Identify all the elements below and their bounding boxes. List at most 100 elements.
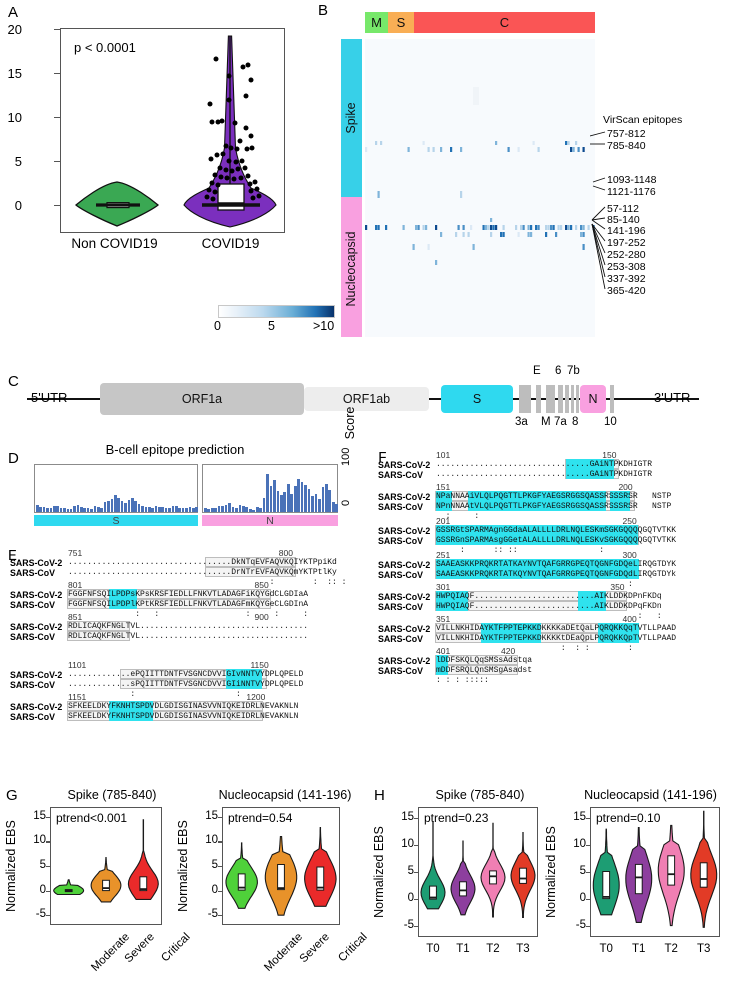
alignment-sequence: SFKEELDKYFKNHTSPDVDLGDISGINASVVNIQKEIDRL… bbox=[68, 712, 299, 721]
heatmap-cell bbox=[415, 225, 418, 230]
alignment-species-name: SARS-CoV bbox=[378, 570, 423, 580]
alignment-highlight bbox=[504, 569, 534, 579]
heatmap-cell bbox=[435, 225, 438, 230]
panel-d-bar bbox=[318, 499, 321, 512]
alignment-residue-box bbox=[67, 621, 130, 631]
violin-plot-tickmark bbox=[46, 915, 50, 917]
alignment-highlight bbox=[610, 501, 631, 511]
panel-d-bar bbox=[321, 487, 325, 512]
panel-d-bar bbox=[76, 505, 80, 512]
heatmap-cell bbox=[532, 141, 535, 145]
panel-d-bar bbox=[158, 506, 161, 512]
violin-plot-tickmark bbox=[586, 844, 590, 847]
panel-d-title: B-cell epitope prediction bbox=[105, 442, 245, 457]
heatmap-cell bbox=[567, 141, 570, 145]
epitope-label-141-196: 141-196 bbox=[607, 225, 646, 237]
heatmap-cell bbox=[432, 147, 435, 152]
epitope-label-252-280: 252-280 bbox=[607, 249, 646, 261]
panel-d-bar bbox=[114, 494, 117, 512]
panel-d-bar bbox=[324, 484, 328, 512]
orf-8-block bbox=[576, 385, 579, 413]
alignment-species-name: SARS-CoV-2 bbox=[10, 670, 63, 680]
panel-d-bar bbox=[188, 507, 192, 512]
row-group-nucleocapsid bbox=[341, 197, 362, 337]
alignment-highlight bbox=[108, 589, 137, 599]
heatmap-cell bbox=[587, 225, 590, 230]
violin-plot-ytick: -5 bbox=[207, 908, 218, 921]
alignment-start-index: 301 bbox=[436, 582, 451, 592]
alignment-residue-box bbox=[435, 601, 628, 611]
violin-plot-xtick: T2 bbox=[486, 943, 500, 955]
panel-d-bar bbox=[80, 506, 83, 512]
alignment-sequence: NPnNNAAtVLQLPQGTTLPKGFYAEGSRGGSQASSRSSSR… bbox=[436, 502, 672, 511]
alignment-sequence: HWPQIAQF.........................AIKLDDK… bbox=[436, 592, 662, 601]
alignment-highlight bbox=[504, 525, 570, 535]
violin-shapes bbox=[53, 819, 159, 903]
heatmap-cell bbox=[517, 147, 520, 152]
alignment-species-name: SARS-CoV bbox=[10, 680, 55, 690]
alignment-residue-box bbox=[205, 567, 296, 577]
heatmap-cell bbox=[412, 244, 415, 250]
alignment-residue-box bbox=[435, 655, 518, 665]
alignment-conservation: : : bbox=[68, 690, 241, 699]
panel-h: H Spike (785-840) Nucleocapsid (141-196)… bbox=[370, 785, 739, 996]
alignment-sequence: HWPQIAQF.........................AIKLDDK… bbox=[436, 602, 662, 611]
alignment-conservation: : bbox=[436, 580, 633, 589]
violin-plot-tickmark bbox=[414, 817, 418, 820]
panel-d-bar bbox=[331, 501, 335, 512]
violin-box bbox=[489, 870, 497, 885]
heatmap-cell bbox=[530, 225, 533, 230]
panel-d-bar bbox=[141, 505, 144, 512]
alignment-start-index: 401 bbox=[436, 646, 451, 656]
alignment-species-name: SARS-CoV bbox=[378, 502, 423, 512]
panel-d-bar bbox=[224, 504, 228, 512]
panel-b-protein-bar: M S C bbox=[365, 12, 595, 33]
panel-d-bar bbox=[262, 498, 266, 512]
heatmap-cell bbox=[462, 232, 465, 237]
alignment-sequence: ................................GAiNTPKD… bbox=[436, 460, 653, 469]
panel-d-bar bbox=[248, 509, 252, 512]
panel-e: E 751 800 SARS-CoV-2......................… bbox=[0, 540, 370, 785]
heatmap-cell bbox=[570, 225, 573, 230]
violin-plot-xtick: T2 bbox=[664, 943, 678, 955]
alignment-highlight bbox=[436, 665, 449, 675]
violin-plot-ytick: 10 bbox=[401, 837, 414, 850]
panel-d-bar bbox=[231, 506, 235, 512]
heatmap-cell bbox=[385, 225, 388, 230]
panel-d-bar bbox=[304, 485, 307, 512]
alignment-end-index: 250 bbox=[622, 516, 637, 526]
epitope-label-1093-1148: 1093-1148 bbox=[607, 174, 657, 186]
alignment-sequence: .............sPQIITTDNTFVSGNCDVVIGIiNNTV… bbox=[68, 680, 304, 689]
heatmap-cell bbox=[495, 225, 498, 230]
heatmap-cell bbox=[365, 225, 368, 230]
panel-f-letter: F bbox=[378, 450, 388, 467]
alignment-sequence: VILLNKHIDAYKTFPPTEPKKDKKKKaDEtQaLPQRQKKQ… bbox=[436, 624, 677, 633]
heatmap-cell bbox=[565, 141, 568, 145]
label-7b: 7b bbox=[567, 365, 580, 377]
alignment-residue-box bbox=[67, 711, 264, 721]
alignment-sequence: VILLNKHIDAYKTFPPTEPKKDKKKKtDEaQpLPQRQKKQ… bbox=[436, 634, 677, 643]
panel-d-bar bbox=[97, 506, 100, 512]
heatmap-cell bbox=[582, 232, 585, 237]
heatmap-cell bbox=[427, 244, 430, 250]
panel-d-bar bbox=[255, 507, 259, 512]
heatmap-cell bbox=[555, 232, 558, 237]
heatmap-cell bbox=[580, 225, 583, 230]
colorbar-tick-0: 0 bbox=[214, 319, 221, 333]
violin-plot-xtick: Severe bbox=[297, 931, 332, 966]
panel-d-bar bbox=[181, 508, 185, 512]
alignment-end-index: 150 bbox=[602, 450, 617, 460]
alignment-highlight bbox=[480, 623, 542, 633]
panel-d-bar bbox=[151, 507, 154, 512]
panel-h-chart2-title: Nucleocapsid (141-196) bbox=[584, 788, 717, 802]
panel-d-bar bbox=[83, 507, 87, 512]
violin-plot-xtick: Critical bbox=[159, 931, 193, 965]
violin-box bbox=[429, 885, 437, 900]
violin-body bbox=[90, 857, 122, 903]
label-e: E bbox=[533, 365, 541, 377]
violin-plot-ytick: 10 bbox=[205, 834, 218, 847]
heatmap-cell bbox=[470, 225, 473, 230]
row-group-nucleocapsid-label: Nucleocapsid bbox=[344, 231, 358, 307]
orf-10-block bbox=[610, 385, 614, 413]
heatmap-cell bbox=[425, 225, 428, 230]
